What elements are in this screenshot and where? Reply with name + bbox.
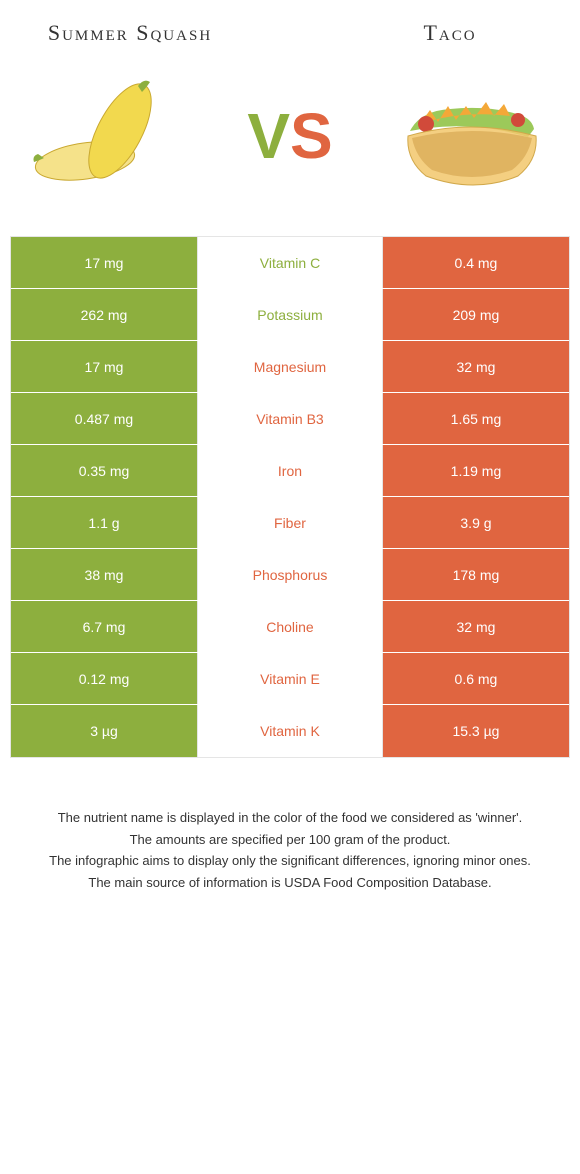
right-value: 0.4 mg — [383, 237, 569, 288]
right-value: 1.19 mg — [383, 445, 569, 496]
nutrient-row: 0.35 mgIron1.19 mg — [11, 445, 569, 497]
nutrient-row: 38 mgPhosphorus178 mg — [11, 549, 569, 601]
nutrient-row: 1.1 gFiber3.9 g — [11, 497, 569, 549]
nutrient-name: Vitamin E — [197, 653, 383, 704]
nutrient-name: Iron — [197, 445, 383, 496]
left-value: 17 mg — [11, 237, 197, 288]
footnotes: The nutrient name is displayed in the co… — [0, 758, 580, 914]
nutrient-name: Magnesium — [197, 341, 383, 392]
nutrient-row: 0.12 mgVitamin E0.6 mg — [11, 653, 569, 705]
nutrient-name: Phosphorus — [197, 549, 383, 600]
right-value: 1.65 mg — [383, 393, 569, 444]
nutrient-row: 17 mgMagnesium32 mg — [11, 341, 569, 393]
right-value: 0.6 mg — [383, 653, 569, 704]
nutrient-row: 262 mgPotassium209 mg — [11, 289, 569, 341]
left-value: 17 mg — [11, 341, 197, 392]
header: Summer Squash Taco — [0, 0, 580, 56]
nutrient-name: Choline — [197, 601, 383, 652]
left-value: 0.487 mg — [11, 393, 197, 444]
nutrition-table: 17 mgVitamin C0.4 mg262 mgPotassium209 m… — [10, 236, 570, 758]
nutrient-row: 17 mgVitamin C0.4 mg — [11, 237, 569, 289]
right-value: 32 mg — [383, 341, 569, 392]
squash-image — [20, 66, 200, 206]
nutrient-name: Vitamin C — [197, 237, 383, 288]
vs-v: V — [247, 99, 290, 173]
nutrient-row: 0.487 mgVitamin B31.65 mg — [11, 393, 569, 445]
right-value: 15.3 µg — [383, 705, 569, 757]
left-value: 1.1 g — [11, 497, 197, 548]
left-value: 6.7 mg — [11, 601, 197, 652]
left-value: 38 mg — [11, 549, 197, 600]
nutrient-row: 6.7 mgCholine32 mg — [11, 601, 569, 653]
right-food-title: Taco — [360, 20, 540, 46]
taco-image — [380, 66, 560, 206]
nutrient-name: Vitamin B3 — [197, 393, 383, 444]
right-value: 209 mg — [383, 289, 569, 340]
footnote-line: The amounts are specified per 100 gram o… — [30, 830, 550, 850]
nutrient-name: Potassium — [197, 289, 383, 340]
nutrient-name: Fiber — [197, 497, 383, 548]
left-value: 262 mg — [11, 289, 197, 340]
footnote-line: The main source of information is USDA F… — [30, 873, 550, 893]
footnote-line: The nutrient name is displayed in the co… — [30, 808, 550, 828]
right-value: 178 mg — [383, 549, 569, 600]
right-value: 3.9 g — [383, 497, 569, 548]
vs-label: VS — [247, 99, 332, 173]
right-value: 32 mg — [383, 601, 569, 652]
left-value: 3 µg — [11, 705, 197, 757]
footnote-line: The infographic aims to display only the… — [30, 851, 550, 871]
hero-row: VS — [0, 56, 580, 236]
nutrient-name: Vitamin K — [197, 705, 383, 757]
left-food-title: Summer Squash — [40, 20, 220, 46]
vs-s: S — [290, 99, 333, 173]
nutrient-row: 3 µgVitamin K15.3 µg — [11, 705, 569, 757]
left-value: 0.12 mg — [11, 653, 197, 704]
left-value: 0.35 mg — [11, 445, 197, 496]
